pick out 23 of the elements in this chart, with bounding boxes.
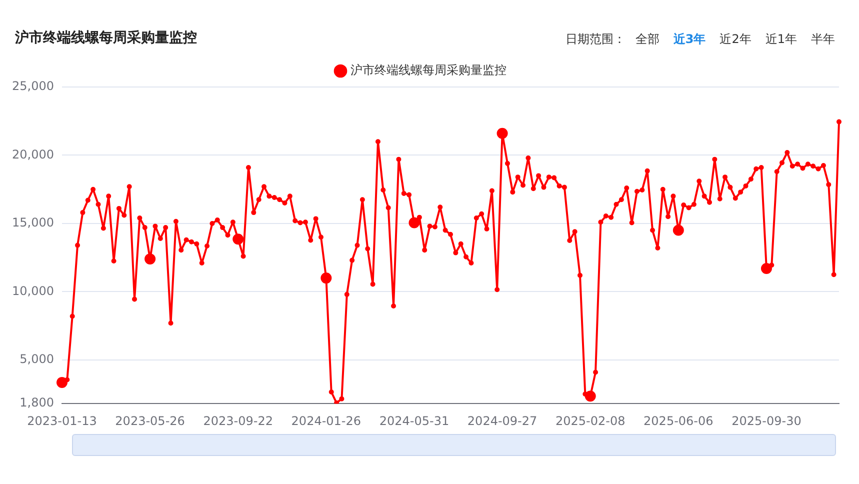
x-tick-label: 2024-01-26 bbox=[291, 414, 362, 428]
chart-title: 沪市终端线螺每周采购量监控 bbox=[15, 29, 197, 47]
y-tick-label: 5,000 bbox=[20, 352, 54, 366]
y-tick-label: 20,000 bbox=[12, 147, 54, 162]
y-tick-label: 25,000 bbox=[12, 79, 54, 94]
x-tick-label: 2023-09-22 bbox=[203, 414, 273, 428]
x-tick-label: 2024-09-27 bbox=[467, 414, 538, 428]
text: 近3年 bbox=[673, 31, 706, 48]
legend-label: 沪市终端线螺每周采购量监控 bbox=[350, 63, 506, 78]
text: 全部 bbox=[635, 31, 660, 48]
x-tick-label: 2025-02-08 bbox=[555, 414, 626, 428]
y-tick-label: 15,000 bbox=[12, 216, 54, 230]
text: 近1年 bbox=[765, 31, 797, 48]
x-tick-label: 2024-05-31 bbox=[379, 414, 450, 428]
text: 半年 bbox=[811, 31, 835, 48]
x-tick-label: 2025-06-06 bbox=[644, 414, 714, 428]
x-tick-label: 2023-01-13 bbox=[27, 414, 97, 428]
x-tick-label: 2025-09-30 bbox=[732, 414, 802, 428]
text: 近2年 bbox=[720, 31, 752, 48]
x-tick-label: 2023-05-26 bbox=[115, 414, 185, 428]
y-tick-label: 10,000 bbox=[12, 284, 54, 298]
text: 日期范围： bbox=[565, 31, 626, 48]
y-tick-label: 1,800 bbox=[20, 396, 54, 410]
